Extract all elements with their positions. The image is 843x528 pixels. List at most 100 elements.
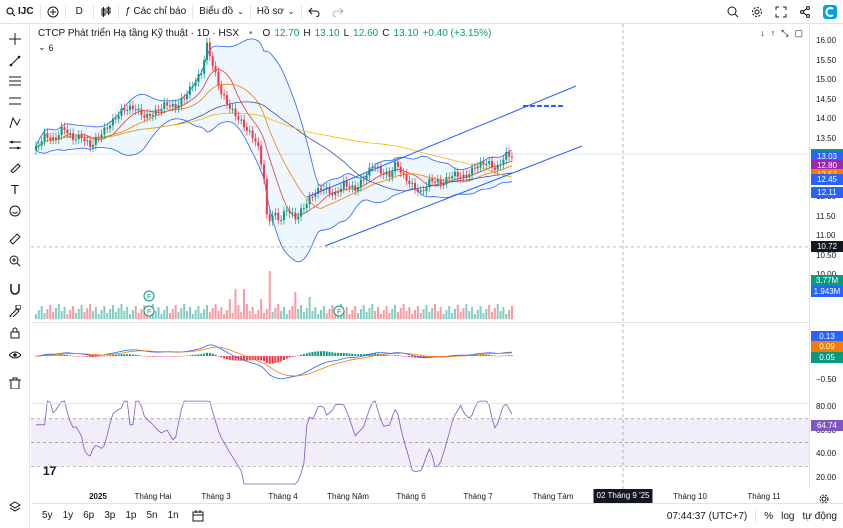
axis-settings-button[interactable] — [819, 491, 829, 509]
volume-bar — [180, 308, 183, 319]
volume-bar — [46, 309, 49, 319]
volume-bar — [83, 312, 86, 319]
candle-body — [228, 103, 231, 109]
settings-button[interactable] — [745, 0, 769, 24]
redo-button[interactable] — [326, 0, 350, 24]
share-button[interactable] — [793, 0, 817, 24]
maximize-icon[interactable]: ▢ — [794, 28, 803, 38]
delete-tool[interactable] — [5, 374, 25, 392]
candle-body — [297, 216, 300, 220]
candle-body — [154, 109, 157, 115]
range-button[interactable]: 1p — [125, 510, 137, 521]
auto-toggle[interactable]: tự động — [802, 510, 838, 522]
log-toggle[interactable]: log — [781, 510, 795, 522]
candle-body — [317, 188, 320, 194]
volume-bar — [37, 310, 40, 319]
volume-bar — [322, 306, 325, 319]
macd-histogram-bar — [154, 356, 157, 357]
candle-body — [260, 145, 263, 165]
candle-body — [57, 135, 60, 140]
compare-button[interactable] — [41, 0, 65, 24]
clock[interactable]: 07:44:37 (UTC+7) — [666, 510, 748, 522]
volume-bar — [411, 314, 414, 319]
charts-menu-button[interactable]: Biểu đồ ⌄ — [193, 0, 250, 24]
volume-bar — [314, 307, 317, 319]
calendar-icon[interactable] — [192, 509, 204, 522]
quick-search-button[interactable] — [721, 0, 745, 24]
volume-bar — [168, 313, 171, 319]
volume-bar — [334, 312, 337, 319]
time-tick: 2025 — [89, 492, 107, 501]
magnet-tool[interactable] — [5, 280, 25, 298]
stay-drawing-tool[interactable] — [5, 302, 25, 320]
channel-lower-line — [324, 145, 583, 247]
arrow-up-icon[interactable]: ↑ — [770, 28, 776, 38]
volume-bar — [465, 304, 468, 319]
macd-histogram-bar — [80, 356, 83, 357]
legend-open-label: O — [262, 28, 271, 39]
percent-toggle[interactable]: % — [764, 510, 774, 522]
pattern-tool[interactable] — [5, 114, 25, 132]
collapse-icon[interactable]: ⤡ — [781, 28, 789, 38]
candle-body — [399, 166, 402, 173]
indicators-toggle[interactable]: ⌄ 6 — [38, 42, 54, 53]
range-button[interactable]: 5y — [42, 510, 53, 521]
chart-canvas[interactable]: F F F 17 — [31, 24, 809, 489]
price-tag: 12.11 — [811, 187, 843, 199]
channel-tool[interactable] — [5, 92, 25, 110]
range-button[interactable]: 3p — [104, 510, 116, 521]
candle-body — [434, 181, 436, 183]
volume-bar — [462, 308, 465, 319]
chart-area[interactable]: F F F 17 — [31, 24, 809, 489]
macd-histogram-bar — [263, 356, 265, 362]
candle-body — [394, 161, 397, 172]
visibility-tool[interactable] — [5, 346, 25, 364]
text-tool[interactable]: T — [5, 180, 25, 198]
brush-tool[interactable] — [5, 158, 25, 176]
volume-bar — [305, 308, 308, 319]
arrow-down-icon[interactable]: ↓ — [760, 28, 765, 38]
candle-body — [180, 98, 183, 106]
volume-bar — [123, 311, 126, 319]
fullscreen-button[interactable] — [769, 0, 793, 24]
lock-tool[interactable] — [5, 324, 25, 342]
volume-bar — [49, 305, 52, 319]
volume-bar — [134, 306, 137, 319]
price-tick: 10.00 — [816, 270, 836, 279]
volume-bar — [331, 305, 334, 319]
ruler-tool[interactable] — [5, 230, 25, 248]
undo-button[interactable] — [302, 0, 326, 24]
candle-body — [351, 185, 354, 188]
candle-body — [488, 161, 491, 164]
macd-histogram-bar — [411, 356, 414, 358]
ma100-line — [35, 112, 512, 178]
candle-body — [251, 130, 254, 139]
profile-menu-button[interactable]: Hồ sơ ⌄ — [251, 0, 301, 24]
symbol-search[interactable]: IJC — [0, 0, 40, 24]
range-button[interactable]: 5n — [146, 510, 158, 521]
interval-button[interactable]: D — [75, 6, 83, 17]
candle-body — [408, 180, 411, 184]
price-scale[interactable]: 16.0015.5015.0014.5014.0013.5013.0012.50… — [809, 24, 843, 489]
range-button[interactable]: 1n — [167, 510, 179, 521]
range-button[interactable]: 1y — [62, 510, 74, 521]
object-tree-button[interactable] — [5, 498, 25, 516]
volume-bar — [505, 314, 508, 319]
trendline-tool[interactable] — [5, 52, 25, 70]
bottom-right: 07:44:37 (UTC+7) % log tự động — [667, 504, 837, 528]
crosshair-tool[interactable] — [5, 30, 25, 48]
chart-type-button[interactable] — [94, 0, 118, 24]
pane-separator[interactable] — [31, 322, 809, 323]
forecast-tool[interactable] — [5, 136, 25, 154]
candle-body — [248, 130, 251, 132]
emoji-tool[interactable] — [5, 202, 25, 220]
divider — [117, 4, 119, 19]
macd-histogram-bar — [314, 351, 317, 356]
indicators-button[interactable]: ƒ Các chỉ báo — [119, 0, 192, 24]
fib-tool[interactable] — [5, 72, 25, 90]
volume-bar — [428, 312, 431, 319]
range-button[interactable]: 6p — [83, 510, 95, 521]
zoom-tool[interactable] — [5, 252, 25, 270]
time-axis[interactable]: 2025 Tháng Hai Tháng 3 Tháng 4 Tháng Năm Thán… — [31, 489, 809, 503]
pane-separator[interactable] — [31, 403, 809, 404]
